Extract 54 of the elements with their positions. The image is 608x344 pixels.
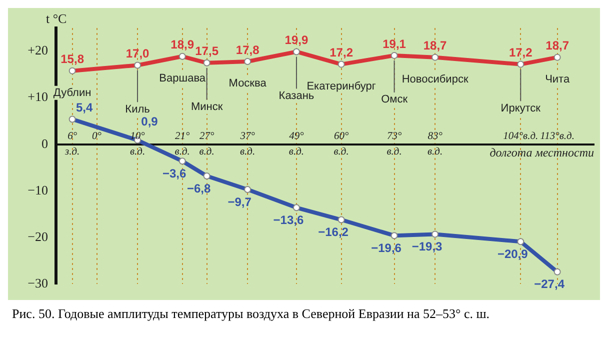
data-label: 0,9 (141, 114, 158, 129)
data-label: −9,7 (228, 194, 252, 209)
data-label: −19,3 (412, 240, 443, 254)
x-tick-label: 21° в.д. (174, 130, 190, 158)
annotation: Иркутск (500, 102, 541, 114)
annotation: Киль (125, 103, 150, 116)
y-tick-label: +20 (28, 42, 48, 58)
data-label: 19,9 (284, 33, 308, 48)
x-tick-label: 60° в.д. (334, 130, 350, 158)
data-label: 17,0 (126, 46, 150, 61)
data-label: 17,2 (330, 46, 354, 60)
x-tick-label: 113°в.д. (540, 130, 574, 142)
x-tick-label: 10° в.д. (130, 130, 146, 158)
data-label: −3,6 (162, 166, 187, 180)
y-tick-label: +10 (28, 89, 48, 104)
annotation: Минск (190, 100, 223, 113)
data-label: 18,7 (546, 38, 570, 53)
data-label: 15,8 (60, 52, 84, 66)
data-label: −13,6 (273, 212, 304, 227)
x-tick-label: 49° в.д. (288, 130, 305, 158)
data-label: 18,7 (423, 38, 448, 53)
data-label: −20,9 (497, 246, 528, 261)
annotation: Екатеринбург (306, 80, 376, 92)
data-label: −19,6 (371, 240, 402, 255)
annotation: Варшава (159, 72, 206, 84)
data-label: −16,2 (318, 225, 349, 240)
annotation: Казань (278, 90, 314, 102)
x-axis-title: долгота местности (490, 146, 594, 160)
x-tick-label: 0° (92, 130, 102, 142)
y-tick-label: 0 (42, 136, 48, 151)
x-tick-label: 104°в.д. (503, 130, 538, 142)
annotation: Дублин (53, 86, 92, 99)
data-label: −6,8 (186, 181, 211, 196)
annotation: Новосибирск (402, 73, 468, 86)
annotation: Чита (545, 73, 570, 86)
data-label: 19,1 (382, 36, 406, 51)
annotation: Омск (381, 93, 408, 106)
data-label: 17,2 (508, 46, 533, 60)
x-tick-label: 83° в.д. (427, 130, 444, 158)
x-tick-label: 73° в.д. (386, 130, 402, 158)
x-tick-label: 27° в.д. (199, 130, 215, 158)
data-label: 17,5 (195, 44, 219, 58)
data-label: 18,9 (170, 38, 194, 52)
x-tick-label: 6° з.д. (64, 130, 80, 158)
data-label: −27,4 (534, 277, 565, 292)
x-tick-label: 37° в.д. (239, 130, 256, 158)
text: Рис. 50. Годовые амплитуды температуры воздуха в Северной Евразии на 52–53° с. ш. (8, 300, 600, 328)
y-tick-label: −30 (28, 275, 48, 290)
data-label: 5,4 (76, 100, 93, 115)
data-label: 17,8 (236, 42, 260, 57)
y-tick-label: −20 (28, 228, 48, 244)
y-tick-label: −10 (28, 182, 48, 198)
y-axis-title: t °C (46, 10, 67, 26)
annotation: Москва (228, 78, 268, 90)
